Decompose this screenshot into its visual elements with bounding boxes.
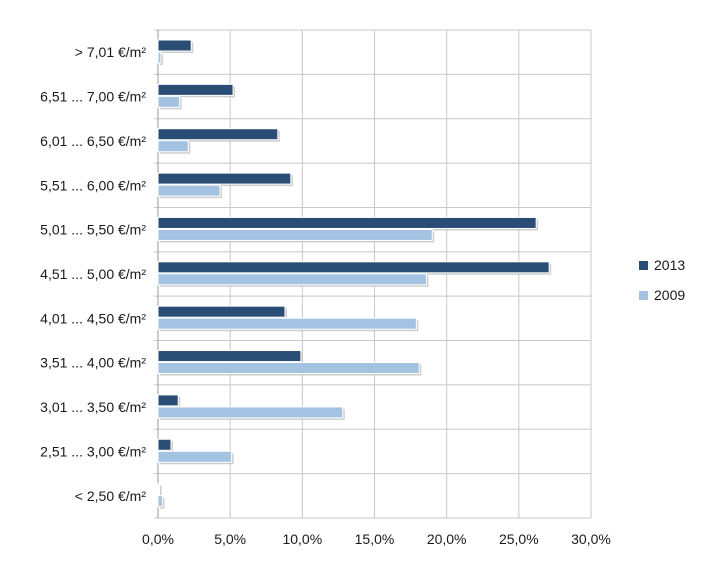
bar-2013-shadow — [160, 485, 162, 497]
bar-2013 — [157, 305, 286, 318]
legend-swatch-2013 — [639, 261, 648, 270]
legend-swatch-2009 — [639, 291, 648, 300]
category-label: 3,51 ... 4,00 €/m² — [40, 355, 146, 371]
category-label: 3,01 ... 3,50 €/m² — [40, 399, 146, 415]
bar-2009 — [157, 362, 420, 375]
bar-2009 — [157, 95, 181, 108]
bar-marks — [157, 39, 552, 509]
bar-2013 — [157, 83, 234, 96]
bar-2013 — [157, 394, 179, 407]
bar-2013 — [157, 39, 192, 52]
bar-2009 — [157, 228, 433, 241]
category-label: 5,51 ... 6,00 €/m² — [40, 177, 146, 193]
bar-2009 — [157, 51, 162, 64]
bar-2013 — [157, 172, 292, 185]
bar-2013 — [157, 216, 537, 229]
x-tick-label: 5,0% — [214, 531, 246, 547]
category-label: 6,01 ... 6,50 €/m² — [40, 133, 146, 149]
x-tick-label: 15,0% — [355, 531, 395, 547]
category-label: 6,51 ... 7,00 €/m² — [40, 89, 146, 105]
legend: 2013 2009 — [639, 257, 685, 303]
x-tick-labels: 0,0% 5,0% 10,0% 15,0% 20,0% 25,0% 30,0% — [142, 531, 611, 547]
category-label: 5,01 ... 5,50 €/m² — [40, 222, 146, 238]
category-label: 2,51 ... 3,00 €/m² — [40, 443, 146, 459]
bar-2009 — [157, 495, 163, 508]
legend-label-2009: 2009 — [654, 287, 685, 303]
x-tick-label: 25,0% — [499, 531, 539, 547]
bar-2013 — [157, 128, 279, 141]
bar-2009 — [157, 450, 233, 463]
x-tick-label: 30,0% — [571, 531, 611, 547]
category-labels: > 7,01 €/m² 6,51 ... 7,00 €/m² 6,01 ... 6,… — [40, 44, 146, 504]
bar-2013 — [157, 350, 302, 363]
bar-2009 — [157, 317, 417, 330]
bar-2009 — [157, 273, 427, 286]
x-tick-label: 0,0% — [142, 531, 174, 547]
legend-label-2013: 2013 — [654, 257, 685, 273]
x-tick-label: 10,0% — [282, 531, 322, 547]
bar-2009 — [157, 140, 189, 153]
x-tick-label: 20,0% — [427, 531, 467, 547]
bar-2013 — [157, 261, 550, 274]
bar-2013 — [157, 483, 160, 496]
bar-2009 — [157, 406, 344, 419]
category-label: 4,51 ... 5,00 €/m² — [40, 266, 146, 282]
bar-2009-shadow — [160, 54, 163, 65]
category-label: 4,01 ... 4,50 €/m² — [40, 310, 146, 326]
category-label: > 7,01 €/m² — [75, 44, 147, 60]
bar-2009 — [157, 184, 221, 197]
bar-2013 — [157, 438, 172, 451]
category-label: < 2,50 €/m² — [75, 488, 147, 504]
